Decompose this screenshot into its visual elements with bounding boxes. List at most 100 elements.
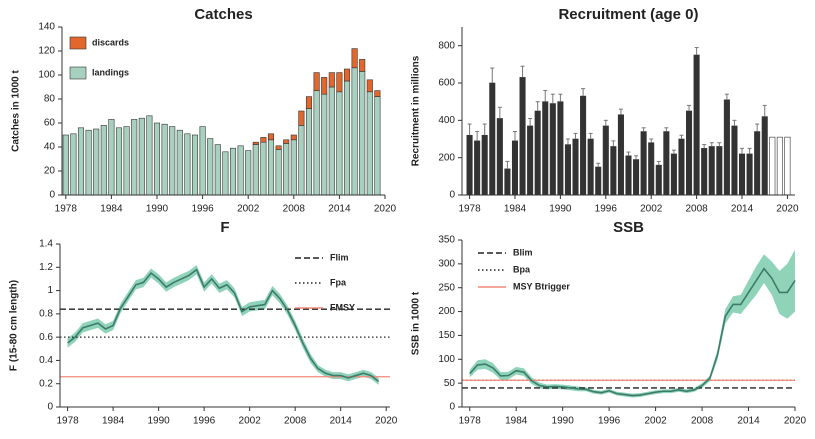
legend-label: Flim	[330, 252, 349, 262]
bar	[610, 146, 617, 196]
bar	[686, 110, 693, 196]
y-axis-label: F (15-80 cm length)	[9, 280, 20, 371]
y-tick-label: 1.4	[39, 239, 53, 250]
bar	[237, 145, 244, 196]
bar	[298, 125, 305, 196]
bar	[267, 133, 275, 141]
bar	[625, 155, 632, 196]
bar	[602, 125, 609, 196]
x-tick-label: 2002	[640, 204, 663, 215]
x-tick-label: 1984	[505, 416, 528, 427]
x-tick-label: 2020	[374, 204, 397, 215]
x-tick-label: 1996	[595, 204, 618, 215]
bar	[633, 159, 640, 196]
bar	[359, 59, 366, 72]
x-tick-label: 1984	[102, 416, 125, 427]
panel: Recruitment (age 0) Recruitment in millio…	[411, 6, 799, 215]
bar	[207, 138, 214, 196]
bar	[564, 144, 571, 196]
y-tick-label: 800	[438, 40, 455, 51]
x-tick-label: 1984	[504, 204, 527, 215]
y-tick-label: 300	[438, 258, 455, 269]
bar	[496, 118, 503, 196]
bar	[504, 168, 511, 196]
y-tick-label: 80	[44, 94, 56, 105]
bar	[108, 119, 115, 196]
bar	[252, 141, 259, 145]
bar	[283, 139, 290, 144]
y-tick-label: 0	[449, 402, 455, 413]
x-tick-label: 2014	[330, 416, 353, 427]
bar	[191, 134, 199, 196]
bar	[222, 151, 229, 196]
panel-title: Recruitment (age 0)	[558, 6, 698, 23]
bar	[290, 139, 297, 196]
bar	[229, 147, 237, 196]
y-tick-label: 100	[38, 70, 55, 81]
bar	[153, 122, 161, 196]
x-tick-label: 2008	[685, 204, 708, 215]
x-tick-label: 1978	[458, 204, 481, 215]
legend-label: MSY Btrigger	[513, 281, 570, 291]
y-axis-label: SSB in 1000 t	[411, 291, 422, 355]
bar	[85, 129, 92, 196]
bar	[784, 136, 791, 196]
x-tick-label: 2008	[283, 204, 306, 215]
legend-label: Bpa	[513, 264, 531, 274]
x-tick-label: 2002	[239, 416, 262, 427]
y-tick-label: 50	[444, 378, 456, 389]
bar	[336, 72, 343, 93]
y-tick-label: 0	[49, 190, 55, 201]
bar	[489, 82, 496, 196]
legend-label: landings	[92, 67, 129, 77]
x-tick-label: 2014	[737, 416, 760, 427]
bar	[298, 110, 305, 126]
bar	[670, 153, 677, 196]
bar	[678, 138, 685, 196]
y-tick-label: 0.8	[39, 308, 53, 319]
bar	[572, 138, 579, 196]
y-tick-label: 60	[44, 118, 56, 129]
bar	[351, 48, 358, 69]
bar	[723, 99, 730, 196]
y-tick-label: 0	[47, 402, 53, 413]
bar	[100, 125, 107, 196]
y-tick-label: 250	[438, 282, 455, 293]
y-tick-label: 0.6	[39, 332, 53, 343]
bar	[62, 134, 69, 196]
bar	[260, 141, 267, 196]
bar	[290, 134, 297, 141]
bar	[77, 127, 85, 196]
bar	[701, 148, 708, 196]
bar	[716, 146, 723, 196]
bar	[169, 126, 176, 196]
x-tick-label: 2014	[328, 204, 351, 215]
bar	[693, 54, 700, 196]
legend-label: discards	[92, 37, 129, 47]
bar	[123, 126, 130, 196]
y-tick-label: 150	[438, 330, 455, 341]
bar	[305, 108, 313, 196]
y-tick-label: 400	[438, 115, 455, 126]
bar	[374, 90, 381, 97]
x-tick-label: 1990	[549, 204, 572, 215]
bar	[313, 90, 320, 196]
x-tick-label: 2014	[731, 204, 754, 215]
bar	[754, 131, 761, 196]
bar	[731, 125, 738, 196]
y-tick-label: 1	[47, 285, 53, 296]
line	[469, 267, 796, 397]
y-tick-label: 350	[438, 235, 455, 246]
y-tick-label: 200	[438, 152, 455, 163]
bar	[267, 139, 275, 196]
bar	[343, 68, 351, 82]
bar	[511, 140, 519, 196]
bar	[283, 143, 290, 196]
bar	[648, 142, 655, 196]
bar	[328, 72, 335, 88]
bar	[138, 117, 145, 196]
bar	[481, 134, 488, 196]
x-tick-label: 2002	[237, 204, 260, 215]
y-tick-label: 200	[438, 306, 455, 317]
x-tick-label: 1990	[146, 204, 169, 215]
